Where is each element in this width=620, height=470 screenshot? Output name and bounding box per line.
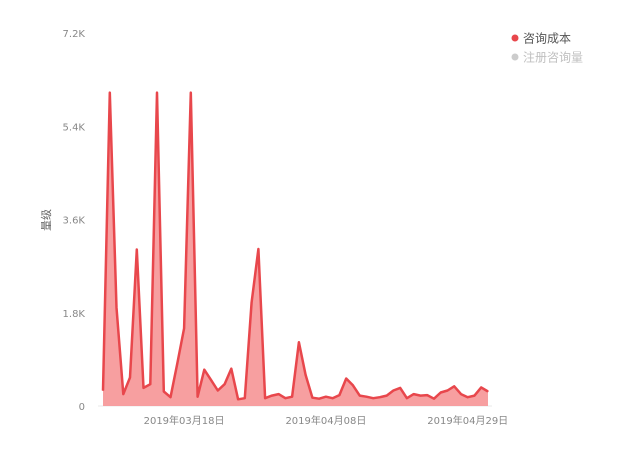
data-point [142, 387, 145, 389]
data-point [352, 384, 354, 386]
y-tick-label: 3.6K [63, 216, 86, 227]
data-point [399, 387, 401, 389]
series-line-consult-cost [101, 91, 489, 401]
x-tick-label: 2019年04月29日 [427, 414, 508, 427]
data-point [433, 398, 435, 400]
data-point [217, 389, 219, 392]
data-point [392, 389, 395, 392]
data-point [237, 398, 239, 400]
y-tick-label: 0 [79, 402, 85, 413]
data-point [318, 398, 320, 400]
legend-label: 咨询成本 [523, 31, 571, 46]
data-point [271, 395, 273, 397]
data-point [338, 394, 341, 396]
data-point [136, 248, 138, 251]
data-point [190, 91, 192, 94]
series-layer [101, 91, 489, 406]
x-tick-label: 2019年03月18日 [144, 414, 225, 427]
y-axis-title: 量级 [40, 209, 53, 231]
data-point [372, 397, 374, 399]
y-tick-label: 1.8K [63, 309, 86, 320]
data-point [278, 393, 280, 395]
data-point [325, 396, 327, 398]
data-point [210, 379, 212, 381]
series-area-consult-cost [103, 92, 488, 406]
data-point [102, 389, 104, 392]
data-point [109, 91, 111, 94]
data-point [473, 395, 476, 397]
data-point [176, 362, 178, 365]
data-point [480, 386, 482, 388]
x-axis-labels: 2019年03月18日 2019年04月08日 2019年04月29日 [144, 414, 509, 427]
data-point [183, 327, 185, 329]
data-point [291, 396, 293, 398]
data-point [446, 389, 449, 392]
data-point [332, 397, 334, 399]
data-point [250, 301, 253, 303]
data-point [419, 395, 422, 397]
data-point [365, 396, 368, 398]
data-point [440, 391, 442, 394]
data-point [163, 390, 165, 393]
legend-item[interactable]: 咨询成本 [511, 31, 572, 46]
data-point [129, 376, 131, 379]
data-point [223, 383, 226, 385]
data-point [149, 383, 151, 385]
data-point [169, 396, 172, 398]
legend-marker-icon [511, 34, 519, 42]
x-tick-label: 2019年04月08日 [285, 414, 366, 427]
data-point [413, 393, 415, 395]
data-point [298, 341, 300, 343]
data-point [122, 393, 124, 395]
y-tick-label: 5.4K [63, 122, 86, 133]
legend-label: 注册咨询量 [523, 50, 583, 65]
data-point [156, 91, 158, 94]
y-tick-label: 7.2K [63, 29, 86, 40]
data-point [359, 395, 361, 397]
data-point [487, 390, 489, 393]
data-point [453, 385, 455, 387]
data-point [467, 396, 469, 398]
data-point [115, 306, 118, 309]
data-point [311, 397, 313, 399]
legend-marker-icon [511, 53, 519, 61]
y-axis-labels: 0 1.8K 3.6K 5.4K 7.2K [63, 29, 86, 413]
data-point [305, 374, 307, 376]
data-point [284, 397, 286, 399]
data-point [345, 377, 347, 380]
data-point [264, 397, 266, 399]
legend-item[interactable]: 注册咨询量 [511, 50, 584, 65]
data-point [203, 369, 205, 371]
data-point [460, 393, 462, 395]
data-point [244, 397, 246, 399]
data-point [196, 396, 199, 398]
data-point [379, 396, 381, 398]
data-point [426, 394, 428, 396]
data-point [230, 368, 232, 370]
data-point [406, 397, 408, 399]
data-point [257, 248, 259, 250]
data-point [386, 395, 388, 397]
